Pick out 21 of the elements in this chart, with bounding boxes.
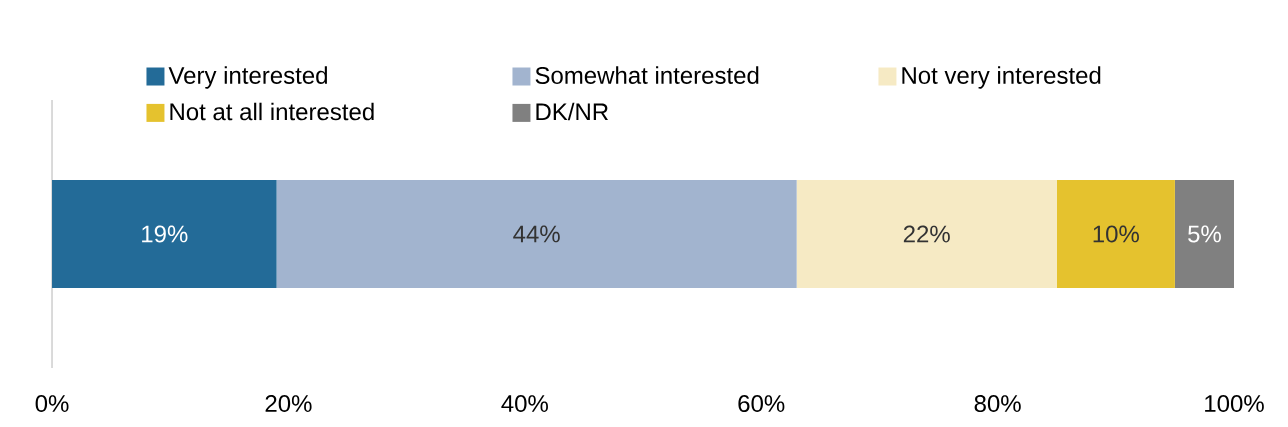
x-tick-label: 80% [974, 395, 1021, 413]
bar [1174, 179, 1235, 288]
x-tick-label: 100% [1205, 395, 1264, 413]
x-tick-label: 20% [265, 395, 312, 413]
data-label: 10% [1093, 225, 1139, 243]
bar [1056, 179, 1175, 288]
bar [276, 179, 797, 288]
x-tick-label: 0% [35, 395, 69, 413]
bar [796, 179, 1057, 288]
legend-label: Somewhat interested [535, 66, 759, 84]
bar [52, 179, 277, 288]
x-tick-label: 40% [501, 395, 548, 413]
data-label: 22% [903, 225, 950, 243]
data-label: 44% [513, 225, 560, 243]
data-label: 19% [142, 225, 188, 243]
data-label: 5% [1188, 225, 1221, 243]
legend-label: Very interested [168, 66, 327, 89]
x-tick-label: 60% [738, 395, 785, 413]
legend-label: Not very interested [902, 66, 1101, 89]
legend-label: Not at all interested [170, 102, 374, 121]
legend-label: DK/NR [536, 102, 609, 121]
